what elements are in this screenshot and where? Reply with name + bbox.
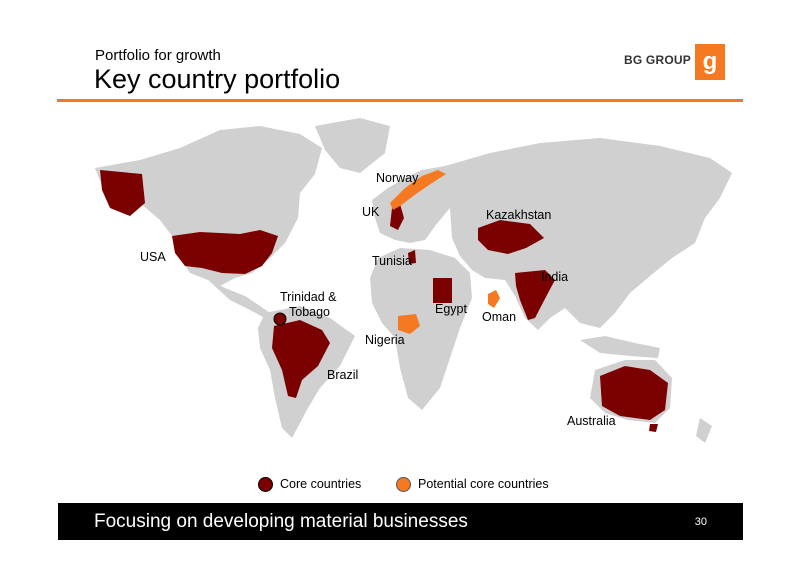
egypt-region — [433, 278, 452, 303]
label-tunisia: Tunisia — [372, 254, 412, 268]
trinidad-marker — [273, 312, 287, 326]
label-egypt: Egypt — [435, 302, 467, 316]
label-trinidad-line1: Trinidad & — [280, 290, 337, 304]
bg-logo-icon: g — [695, 44, 725, 80]
world-map — [95, 118, 732, 443]
australia-region — [600, 366, 668, 420]
usa-region — [172, 230, 278, 274]
label-kazakhstan: Kazakhstan — [486, 208, 552, 222]
logo-letter: g — [703, 48, 718, 75]
label-india: India — [541, 270, 569, 284]
label-trinidad-line2: Tobago — [289, 305, 331, 319]
kazakhstan-region — [478, 220, 544, 254]
tunisia-region — [408, 250, 416, 264]
core-legend-label: Core countries — [280, 477, 362, 491]
norway-region — [390, 170, 446, 210]
uk-region — [390, 204, 404, 230]
slide-title: Key country portfolio — [94, 64, 341, 94]
label-oman: Oman — [482, 310, 517, 324]
india-region — [515, 270, 555, 320]
label-nigeria: Nigeria — [365, 333, 405, 347]
core-countries — [100, 170, 668, 432]
core-legend-swatch — [258, 477, 273, 492]
potential-legend-label: Potential core countries — [418, 477, 549, 491]
nigeria-region — [398, 314, 420, 334]
footer-text: Focusing on developing material business… — [94, 511, 468, 532]
logo-text: BG GROUP — [624, 53, 691, 67]
header-divider — [57, 99, 743, 102]
tasmania-region — [649, 424, 658, 432]
brazil-region — [272, 320, 330, 398]
page-number: 30 — [694, 516, 707, 528]
footer-bar: Focusing on developing material business… — [58, 503, 743, 540]
label-norway: Norway — [376, 171, 419, 185]
label-brazil: Brazil — [327, 368, 359, 382]
slide-subtitle: Portfolio for growth — [95, 47, 221, 64]
label-australia: Australia — [567, 414, 616, 428]
label-uk: UK — [362, 205, 380, 219]
alaska-region — [100, 170, 145, 216]
potential-legend-swatch — [396, 477, 411, 492]
oman-region — [488, 290, 500, 308]
label-usa: USA — [140, 250, 166, 264]
potential-countries — [390, 170, 500, 334]
